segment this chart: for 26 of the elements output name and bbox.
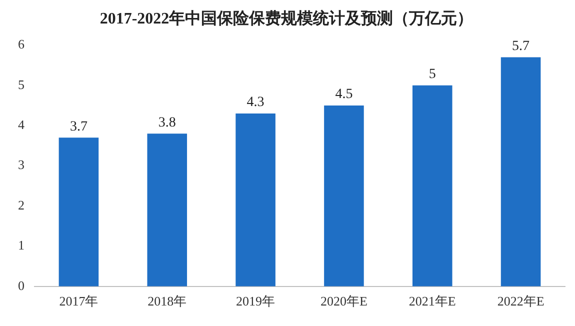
y-tick-label: 0: [18, 278, 24, 293]
y-tick-label: 5: [18, 76, 24, 92]
x-tick-label: 2019年: [236, 294, 276, 309]
chart-title: 2017-2022年中国保险保费规模统计及预测（万亿元）: [100, 10, 474, 28]
x-tick-label: 2020年E: [320, 294, 368, 309]
x-tick-label: 2021年E: [408, 294, 456, 309]
x-tick-label: 2022年E: [497, 294, 544, 309]
x-tick-label: 2018年: [148, 294, 187, 309]
bar: [58, 138, 99, 286]
y-tick-label: 4: [18, 117, 25, 132]
y-tick-label: 6: [18, 36, 25, 52]
y-tick-label: 2: [18, 197, 24, 212]
bar: [412, 85, 452, 286]
y-tick-label: 1: [18, 238, 24, 253]
data-label: 4.5: [335, 87, 353, 102]
data-label: 4.3: [246, 95, 264, 110]
x-tick-label: 2017年: [59, 294, 98, 309]
bar: [500, 57, 541, 286]
bar: [236, 114, 276, 286]
y-tick-label: 3: [18, 157, 24, 172]
bar: [324, 106, 364, 286]
data-label: 5: [428, 67, 436, 82]
data-label: 5.7: [512, 38, 530, 54]
data-label: 3.8: [158, 115, 176, 130]
bar: [147, 134, 188, 286]
data-label: 3.7: [70, 119, 88, 134]
